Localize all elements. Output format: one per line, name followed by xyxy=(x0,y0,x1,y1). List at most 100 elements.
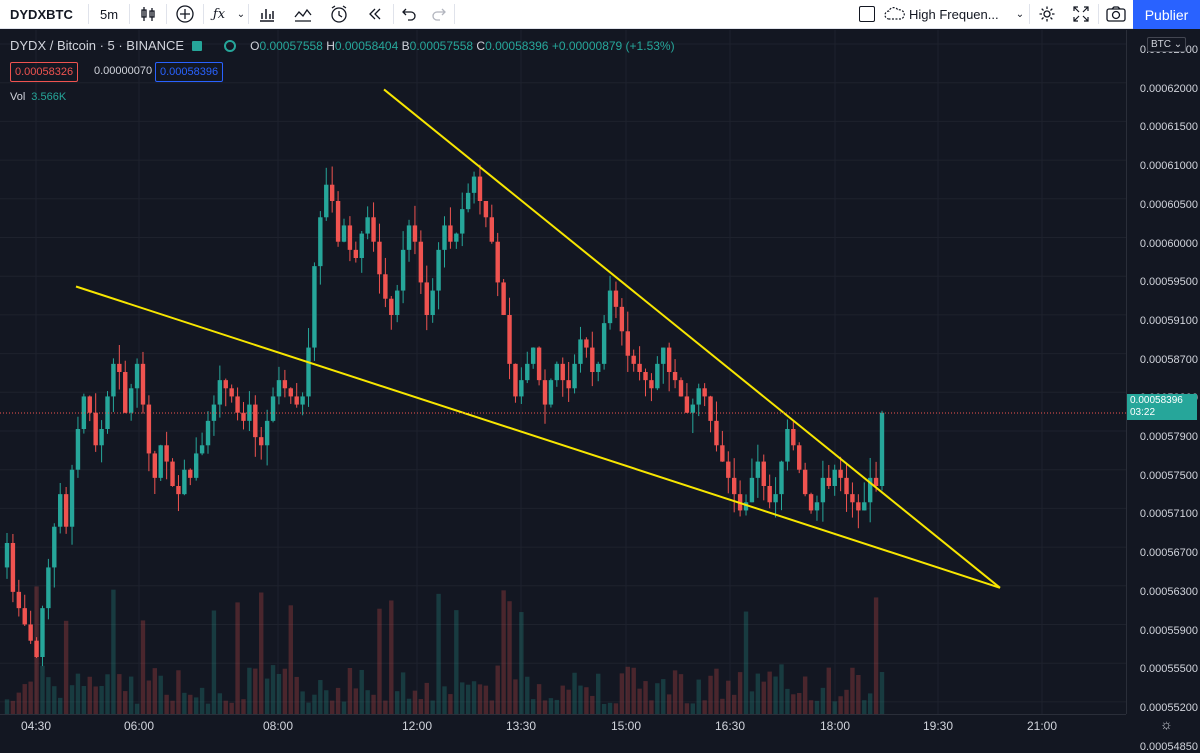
volume-bar xyxy=(10,700,16,714)
camera-icon[interactable] xyxy=(1099,0,1133,29)
volume-value: 3.566K xyxy=(31,91,67,103)
candle-body xyxy=(584,339,589,348)
layout-name[interactable]: High Frequen... xyxy=(909,6,999,22)
candle-body xyxy=(270,396,276,421)
candles-icon[interactable] xyxy=(130,0,166,29)
volume-bar xyxy=(731,694,737,714)
volume-bar xyxy=(773,676,778,714)
volume-bar xyxy=(52,686,57,714)
candle-body xyxy=(69,469,75,527)
candle-body xyxy=(430,290,435,315)
candle-body xyxy=(75,429,81,470)
ohlc-values: O0.00057558 H0.00058404 B0.00057558 C0.0… xyxy=(250,39,674,53)
volume-bar xyxy=(383,700,388,714)
volume-bar xyxy=(483,685,489,714)
volume-bar xyxy=(826,667,831,714)
volume-bar xyxy=(418,699,424,714)
sell-price-box[interactable]: 0.00058326 xyxy=(10,62,79,82)
candle-body xyxy=(797,445,802,470)
time-tick-label: 08:00 xyxy=(262,719,294,733)
fullscreen-icon[interactable] xyxy=(1064,0,1098,29)
volume-bar xyxy=(791,694,796,714)
price-axis[interactable]: 0.000625000.000620000.000615000.00061000… xyxy=(1126,30,1200,753)
volume-bar xyxy=(525,676,530,714)
high-value: 0.00058404 xyxy=(334,38,399,53)
change-value: +0.00000879 (+1.53%) xyxy=(551,38,675,53)
settings-sun-icon[interactable]: ☼ xyxy=(1160,716,1173,732)
candle-body xyxy=(761,461,766,486)
price-chart[interactable] xyxy=(0,30,1126,714)
candle-body xyxy=(10,543,16,592)
templates-icon[interactable] xyxy=(285,0,321,29)
volume-bar xyxy=(359,669,364,714)
price-tick-label: 0.00056700 xyxy=(1139,547,1198,560)
candle-body xyxy=(99,429,104,446)
candle-body xyxy=(152,453,158,478)
candle-body xyxy=(176,486,181,495)
candle-body xyxy=(755,461,761,478)
candle-body xyxy=(377,241,382,275)
candle-body xyxy=(406,225,412,250)
candle-body xyxy=(773,494,778,503)
price-tick-label: 0.00057900 xyxy=(1139,431,1198,443)
volume-bar xyxy=(530,699,536,714)
candle-body xyxy=(235,396,240,413)
candle-body xyxy=(566,380,571,389)
volume-bar xyxy=(814,700,820,714)
alert-clock-icon[interactable] xyxy=(321,0,357,29)
cloud-icon[interactable] xyxy=(881,0,909,29)
chevron-down-icon[interactable]: ⌄ xyxy=(1015,8,1025,20)
candle-body xyxy=(28,624,33,641)
volume-bar xyxy=(708,675,713,714)
candle-body xyxy=(282,380,288,389)
volume-bar xyxy=(176,670,181,714)
price-tick-label: 0.00057500 xyxy=(1139,469,1198,482)
buy-price-box[interactable]: 0.00058396 xyxy=(155,62,224,82)
volume-bar xyxy=(661,679,666,714)
volume-bar xyxy=(182,692,187,714)
volume-bar xyxy=(259,592,264,714)
undo-icon[interactable] xyxy=(394,0,424,29)
candle-body xyxy=(743,502,749,511)
candle-body xyxy=(241,412,246,421)
candle-body xyxy=(607,290,613,324)
volume-bar xyxy=(117,674,122,714)
volume-bar xyxy=(247,667,252,714)
time-axis[interactable]: 04:30 06:00 08:00 12:00 13:30 15:00 16:30 18:00… xyxy=(0,714,1126,738)
symbol-search[interactable]: DYDXBTC xyxy=(10,6,73,22)
volume-bar xyxy=(590,695,595,714)
volume-bar xyxy=(152,668,158,714)
currency-selector[interactable]: BTC ⌄ xyxy=(1147,37,1187,52)
volume-bar xyxy=(862,700,867,714)
volume-bar xyxy=(637,688,642,714)
candle-body xyxy=(867,477,873,503)
volume-bar xyxy=(134,703,140,714)
indicators-fx-icon[interactable]: ƒx xyxy=(212,6,226,22)
candle-body xyxy=(785,429,790,462)
candle-body xyxy=(513,363,518,397)
candle-body xyxy=(501,282,506,315)
compare-add-icon[interactable] xyxy=(167,0,203,29)
volume-bar xyxy=(424,682,429,714)
symbol-title[interactable]: DYDX / Bitcoin · 5 · BINANCE xyxy=(10,38,185,53)
candle-body xyxy=(264,420,270,446)
volume-bar xyxy=(4,699,10,714)
low-key: B xyxy=(401,38,410,53)
volume-bar xyxy=(566,689,571,714)
replay-icon[interactable] xyxy=(357,0,393,29)
volume-bar xyxy=(400,672,406,714)
volume-bar xyxy=(797,692,802,714)
chart-legend: DYDX / Bitcoin · 5 · BINANCE O0.00057558… xyxy=(10,38,675,53)
chevron-down-icon[interactable]: ⌄ xyxy=(236,8,246,20)
chart-layout-icon[interactable] xyxy=(249,0,285,29)
checkbox-icon[interactable] xyxy=(853,0,881,29)
publish-button[interactable]: Publier xyxy=(1133,0,1200,29)
gear-icon[interactable] xyxy=(1030,0,1064,29)
interval-button[interactable]: 5m xyxy=(99,6,119,22)
close-key: C xyxy=(476,38,486,53)
volume-bar xyxy=(111,589,116,714)
candle-body xyxy=(123,372,128,413)
candle-body xyxy=(400,249,406,291)
redo-icon[interactable] xyxy=(424,0,454,29)
volume-bar xyxy=(312,694,317,714)
